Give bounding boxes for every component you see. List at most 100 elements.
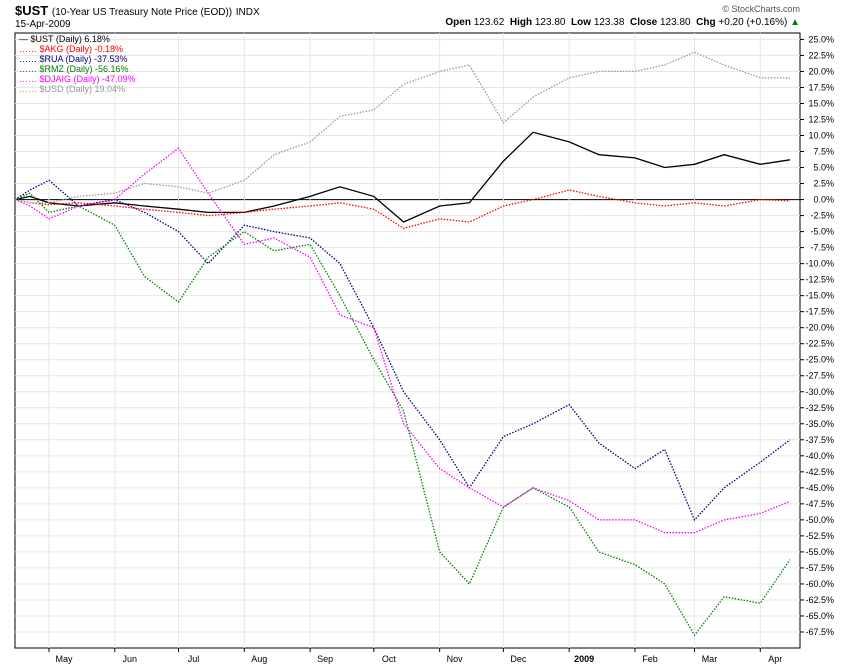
legend-label: $DJAIG (Daily) -47.09% xyxy=(39,74,136,84)
y-tick-label: -42.5% xyxy=(805,467,834,477)
legend-label: $RUA (Daily) -37.53% xyxy=(39,54,128,64)
close-value: 123.80 xyxy=(659,17,691,28)
series-line xyxy=(14,189,791,230)
y-tick-label: -57.5% xyxy=(805,563,834,573)
legend-swatch: …… xyxy=(19,64,40,74)
chg-label: Chg xyxy=(696,17,716,28)
y-tick-label: -35.0% xyxy=(805,419,834,429)
chart-date: 15-Apr-2009 xyxy=(15,19,71,30)
legend-entry: …… $USD (Daily) 19.04% xyxy=(19,84,136,94)
brand-watermark: © StockCharts.com xyxy=(722,4,800,14)
y-tick-label: -47.5% xyxy=(805,499,834,509)
legend-label: $USD (Daily) 19.04% xyxy=(39,84,126,94)
y-tick-label: 22.5% xyxy=(808,50,834,60)
y-tick-label: -67.5% xyxy=(805,627,834,637)
legend-label: $AKG (Daily) -0.18% xyxy=(39,44,124,54)
legend: — $UST (Daily) 6.18%…… $AKG (Daily) -0.1… xyxy=(19,34,136,94)
series-line xyxy=(14,179,791,522)
y-tick-label: -65.0% xyxy=(805,611,834,621)
series-line xyxy=(14,147,791,534)
y-tick-label: -17.5% xyxy=(805,307,834,317)
grid xyxy=(15,33,800,648)
x-tick-label: Jun xyxy=(123,654,138,664)
y-tick-label: 20.0% xyxy=(808,66,834,76)
x-tick-label: Sep xyxy=(317,654,333,664)
series-line xyxy=(14,192,791,637)
legend-swatch: …… xyxy=(19,44,40,54)
chart-title: $UST (10-Year US Treasury Note Price (EO… xyxy=(15,3,260,18)
y-tick-label: -5.0% xyxy=(810,227,834,237)
y-tick-label: -2.5% xyxy=(810,211,834,221)
y-tick-label: -45.0% xyxy=(805,483,834,493)
x-tick-label: Nov xyxy=(447,654,464,664)
y-tick-label: -12.5% xyxy=(805,275,834,285)
low-label: Low xyxy=(571,17,592,28)
series-lines xyxy=(14,51,791,637)
chg-value: +0.20 (+0.16%) xyxy=(718,17,788,28)
y-tick-label: 10.0% xyxy=(808,131,834,141)
y-tick-label: -32.5% xyxy=(805,403,834,413)
plot-area xyxy=(14,32,801,649)
x-axis: May Jun Jul Aug Sep Oct Nov Dec 2009 Feb Mar Apr xyxy=(48,648,782,664)
low-value: 123.38 xyxy=(593,17,625,28)
y-tick-label: -50.0% xyxy=(805,515,834,525)
y-tick-label: 12.5% xyxy=(808,114,834,124)
series-line xyxy=(14,51,790,204)
x-tick-label: Apr xyxy=(768,654,782,664)
y-tick-label: -62.5% xyxy=(805,595,834,605)
legend-label: $UST (Daily) 6.18% xyxy=(30,34,110,44)
legend-swatch: …… xyxy=(19,54,40,64)
y-tick-label: 15.0% xyxy=(808,98,834,108)
high-value: 123.80 xyxy=(534,17,566,28)
legend-swatch: …… xyxy=(19,74,40,84)
y-tick-label: -40.0% xyxy=(805,451,834,461)
symbol: $UST xyxy=(15,3,49,18)
y-tick-label: -60.0% xyxy=(805,579,834,589)
y-tick-label: -22.5% xyxy=(805,339,834,349)
high-label: High xyxy=(509,17,533,28)
y-tick-label: 7.5% xyxy=(813,147,834,157)
chart-header: $UST (10-Year US Treasury Note Price (EO… xyxy=(15,3,800,33)
legend-entry: …… $RMZ (Daily) -56.16% xyxy=(19,64,136,74)
symbol-description: (10-Year US Treasury Note Price (EOD)) xyxy=(51,7,233,18)
x-tick-label: Feb xyxy=(642,654,658,664)
legend-entry: …… $RUA (Daily) -37.53% xyxy=(19,54,136,64)
open-label: Open xyxy=(445,17,471,28)
x-tick-label: May xyxy=(55,654,73,664)
exchange: INDX xyxy=(235,7,260,18)
x-tick-label: Jul xyxy=(188,654,200,664)
y-tick-label: -55.0% xyxy=(805,547,834,557)
x-tick-label: Oct xyxy=(382,654,397,664)
y-tick-label: -20.0% xyxy=(805,323,834,333)
open-value: 123.62 xyxy=(473,17,505,28)
close-label: Close xyxy=(629,17,658,28)
legend-entry: …… $AKG (Daily) -0.18% xyxy=(19,44,136,54)
legend-entry: …… $DJAIG (Daily) -47.09% xyxy=(19,74,136,84)
y-tick-label: -15.0% xyxy=(805,291,834,301)
y-tick-label: -52.5% xyxy=(805,531,834,541)
series-line xyxy=(14,131,791,223)
y-tick-label: -27.5% xyxy=(805,371,834,381)
y-tick-label: 2.5% xyxy=(813,179,834,189)
y-tick-label: -37.5% xyxy=(805,435,834,445)
y-tick-label: 17.5% xyxy=(808,82,834,92)
up-arrow-icon: ▲ xyxy=(790,17,800,28)
x-tick-label: Dec xyxy=(510,654,527,664)
y-tick-label: 5.0% xyxy=(813,163,834,173)
y-axis: 25.0% 22.5% 20.0% 17.5% 15.0% 12.5% 10.0% 7.5% 5… xyxy=(800,34,834,637)
legend-entry: — $UST (Daily) 6.18% xyxy=(19,34,136,44)
ohlc-readout: Open 123.62 High 123.80 Low 123.38 Close… xyxy=(445,17,800,28)
legend-swatch: …… xyxy=(19,84,40,94)
x-tick-label: Mar xyxy=(702,654,718,664)
y-tick-label: -10.0% xyxy=(805,259,834,269)
y-tick-label: 25.0% xyxy=(808,34,834,44)
legend-swatch: — xyxy=(19,34,31,44)
x-tick-label: 2009 xyxy=(574,654,594,664)
x-tick-label: Aug xyxy=(251,654,267,664)
y-tick-label: -7.5% xyxy=(810,243,834,253)
legend-label: $RMZ (Daily) -56.16% xyxy=(39,64,129,74)
y-tick-label: -30.0% xyxy=(805,387,834,397)
y-tick-label: -25.0% xyxy=(805,355,834,365)
y-tick-label: 0.0% xyxy=(813,195,834,205)
